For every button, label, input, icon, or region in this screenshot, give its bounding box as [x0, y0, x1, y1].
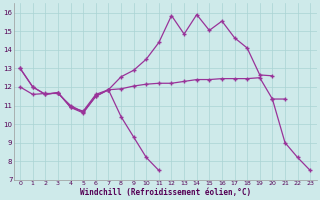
X-axis label: Windchill (Refroidissement éolien,°C): Windchill (Refroidissement éolien,°C): [80, 188, 251, 197]
